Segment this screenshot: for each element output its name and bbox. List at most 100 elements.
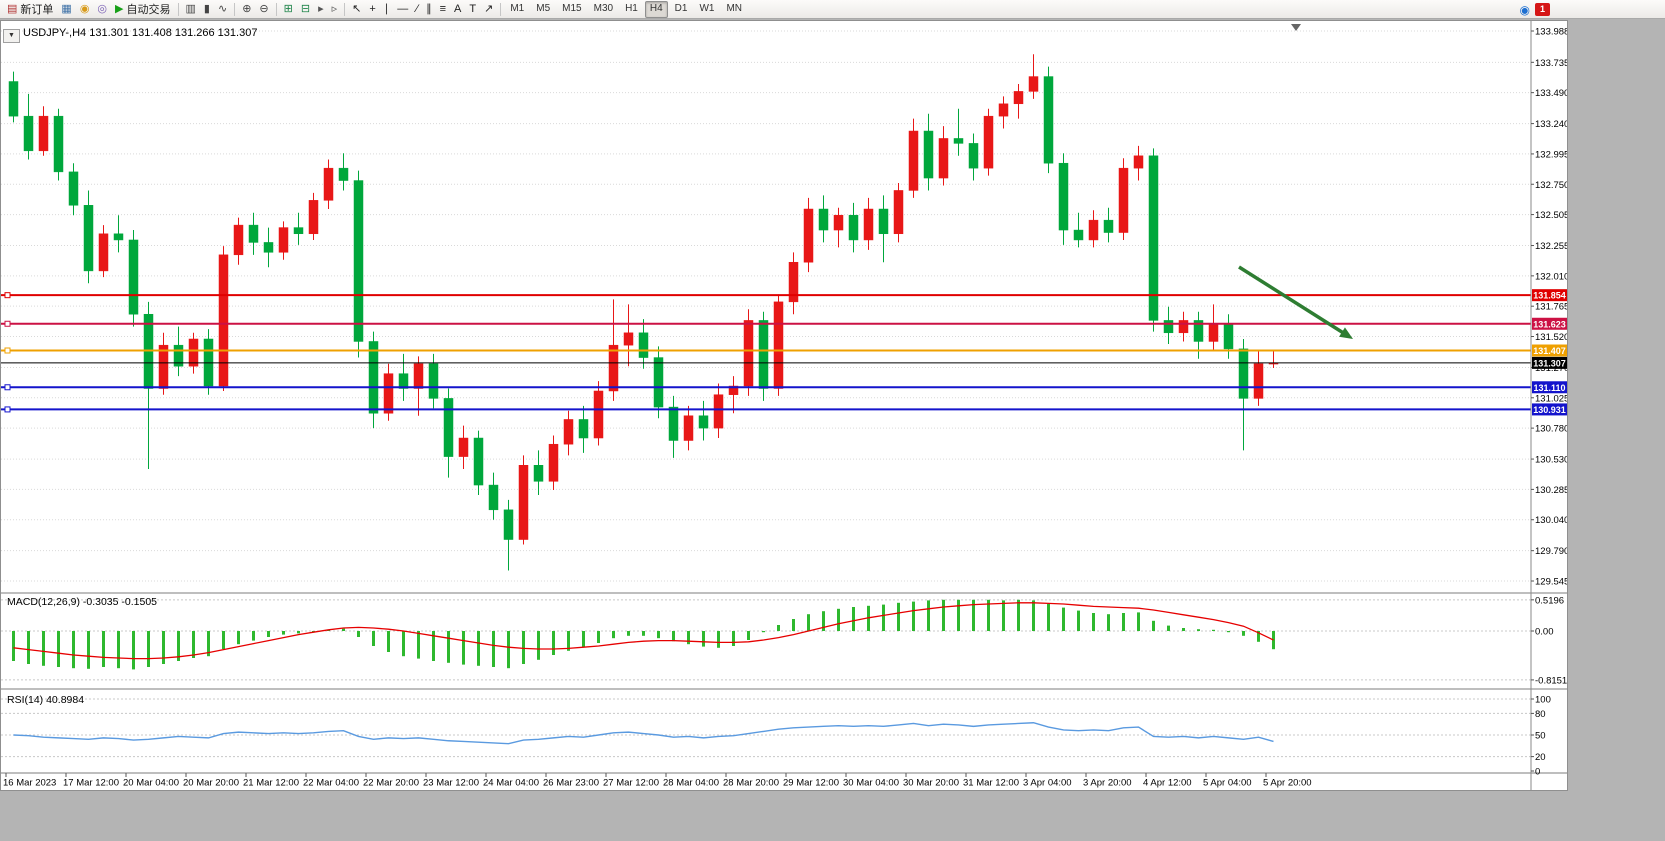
shift-marker-icon[interactable] [1291, 24, 1301, 31]
timeframe-mn[interactable]: MN [726, 2, 743, 14]
chart-canvas[interactable]: 133.988 133.735 133.490 133.240 132.995 132.7… [1, 21, 1567, 790]
svg-text:131.407: 131.407 [1533, 346, 1566, 356]
zoom-in-icon[interactable]: ⊕ [238, 0, 255, 18]
market-watch-icon[interactable]: ◎ [93, 0, 111, 18]
trendline-icon[interactable]: ∕ [412, 0, 422, 18]
toolbar-separator [344, 2, 346, 16]
svg-text:131.025: 131.025 [1535, 393, 1567, 404]
chart-window[interactable]: 133.988 133.735 133.490 133.240 132.995 132.7… [0, 20, 1568, 791]
chart-shift-icon[interactable]: ▹ [328, 0, 342, 18]
svg-text:129.790: 129.790 [1535, 546, 1567, 557]
svg-text:0.5196: 0.5196 [1535, 595, 1564, 606]
macd-grid [1, 599, 1531, 681]
toolbar-separator [234, 2, 236, 16]
svg-text:-0.8151: -0.8151 [1535, 675, 1567, 686]
zoom-out-icon-glyph: ⊖ [259, 3, 269, 15]
vertical-line-icon[interactable]: ∣ [380, 0, 394, 18]
timeframe-m1[interactable]: M1 [510, 2, 525, 14]
timeframe-m15[interactable]: M15 [562, 2, 582, 14]
crosshair-icon[interactable]: + [365, 0, 379, 18]
timeframe-m5[interactable]: M5 [536, 2, 551, 14]
svg-text:131.520: 131.520 [1535, 332, 1567, 343]
new-order-button-label: 新订单 [20, 4, 54, 16]
trendline-icon-glyph: ∕ [416, 3, 419, 15]
svg-text:130.780: 130.780 [1535, 424, 1567, 435]
hline-handle[interactable] [4, 406, 11, 413]
indicators-icon-glyph: ⊟ [300, 3, 311, 15]
rsi-line [13, 722, 1274, 745]
line-chart-icon-glyph: ∿ [217, 3, 228, 15]
svg-text:80: 80 [1535, 709, 1546, 720]
channel-icon[interactable]: ∥ [422, 0, 436, 18]
svg-text:130.040: 130.040 [1535, 515, 1567, 526]
trend-arrow[interactable] [1238, 265, 1353, 339]
notification-badge[interactable]: 1 [1535, 3, 1550, 16]
new-order-button[interactable]: ▤ 新订单 [3, 0, 57, 18]
hline-handle[interactable] [4, 292, 11, 299]
candles [8, 54, 1279, 571]
svg-text:132.750: 132.750 [1535, 180, 1567, 191]
toolbar: ▤ 新订单 ▦ ◉ ◎ ▶ 自动交易 ▥ ▮ ∿ ⊕ ⊖ ⊞ ⊟ ▸ ▹ ↖ + ∣ ― ∕ ∥ ≡ A T ↗ M1 M5 M15 M… [0, 0, 1665, 19]
chart-window-icon[interactable]: ▦ [57, 0, 75, 18]
svg-text:3 Apr 04:00: 3 Apr 04:00 [1023, 778, 1072, 789]
svg-text:22 Mar 04:00: 22 Mar 04:00 [303, 778, 359, 789]
price-axis[interactable]: 133.988 133.735 133.490 133.240 132.995 132.7… [1530, 21, 1567, 790]
toolbar-separator [177, 2, 179, 16]
hline-handle[interactable] [4, 384, 11, 391]
label-icon[interactable]: T [465, 0, 480, 18]
line-chart-icon[interactable]: ∿ [214, 0, 231, 18]
svg-text:20: 20 [1535, 752, 1546, 763]
svg-text:131.854: 131.854 [1533, 291, 1566, 301]
timeframe-w1[interactable]: W1 [699, 2, 715, 14]
chart-dropdown-icon[interactable]: ▼ [3, 29, 20, 43]
timeframe-m30[interactable]: M30 [593, 2, 614, 14]
svg-text:20 Mar 04:00: 20 Mar 04:00 [123, 778, 179, 789]
svg-text:28 Mar 04:00: 28 Mar 04:00 [663, 778, 719, 789]
svg-text:30 Mar 04:00: 30 Mar 04:00 [843, 778, 899, 789]
svg-text:131.307: 131.307 [1533, 358, 1566, 368]
auto-trading-button[interactable]: ▶ 自动交易 [111, 0, 174, 18]
timeframe-d1[interactable]: D1 [674, 2, 688, 14]
svg-text:132.010: 132.010 [1535, 271, 1567, 282]
candlestick-chart-icon-glyph: ▮ [203, 3, 210, 15]
crosshair-icon-glyph: + [369, 3, 376, 15]
profile-icon[interactable]: ◉ [76, 0, 94, 18]
svg-text:129.545: 129.545 [1535, 577, 1567, 588]
auto-scroll-icon[interactable]: ▸ [314, 0, 328, 18]
svg-text:0.00: 0.00 [1535, 627, 1554, 638]
profile-icon-glyph: ◉ [79, 3, 90, 15]
macd-signal-line [13, 602, 1274, 660]
time-axis[interactable]: 16 Mar 2023 17 Mar 12:00 20 Mar 04:00 20 Ma… [3, 773, 1312, 789]
toolbar-separator [500, 2, 502, 16]
macd-label: MACD(12,26,9) -0.3035 -0.1505 [7, 596, 157, 608]
svg-text:3 Apr 20:00: 3 Apr 20:00 [1083, 778, 1132, 789]
market-watch-icon-glyph: ◎ [97, 3, 108, 15]
arrows-icon[interactable]: ↗ [480, 0, 497, 18]
fibonacci-icon[interactable]: ≡ [436, 0, 450, 18]
timeframe-h1[interactable]: H1 [625, 2, 638, 14]
community-icon[interactable]: ◉ [1519, 2, 1530, 17]
tile-windows-icon[interactable]: ⊞ [280, 0, 297, 18]
horizontal-line-icon[interactable]: ― [393, 0, 412, 18]
cursor-icon[interactable]: ↖ [348, 0, 365, 18]
text-icon[interactable]: A [450, 0, 465, 18]
indicators-icon[interactable]: ⊟ [297, 0, 314, 18]
svg-text:132.255: 132.255 [1535, 241, 1567, 252]
svg-text:131.623: 131.623 [1533, 319, 1566, 329]
candlestick-chart-icon[interactable]: ▮ [200, 0, 214, 18]
timeframe-h4[interactable]: H4 [644, 0, 668, 18]
hline-handle[interactable] [4, 320, 11, 327]
svg-text:0: 0 [1535, 767, 1540, 778]
hline-handle[interactable] [4, 347, 11, 354]
new-order-glyph: ▤ [7, 3, 18, 15]
price-grid [1, 30, 1531, 582]
bar-chart-icon[interactable]: ▥ [182, 0, 200, 18]
arrows-icon-glyph: ↗ [484, 3, 494, 15]
text-icon-glyph: A [454, 3, 462, 15]
zoom-in-icon-glyph: ⊕ [242, 3, 252, 15]
toolbar-separator [275, 2, 277, 16]
svg-text:133.240: 133.240 [1535, 119, 1567, 130]
zoom-out-icon[interactable]: ⊖ [255, 0, 272, 18]
price-tag [1532, 344, 1567, 357]
svg-text:30 Mar 20:00: 30 Mar 20:00 [903, 778, 959, 789]
